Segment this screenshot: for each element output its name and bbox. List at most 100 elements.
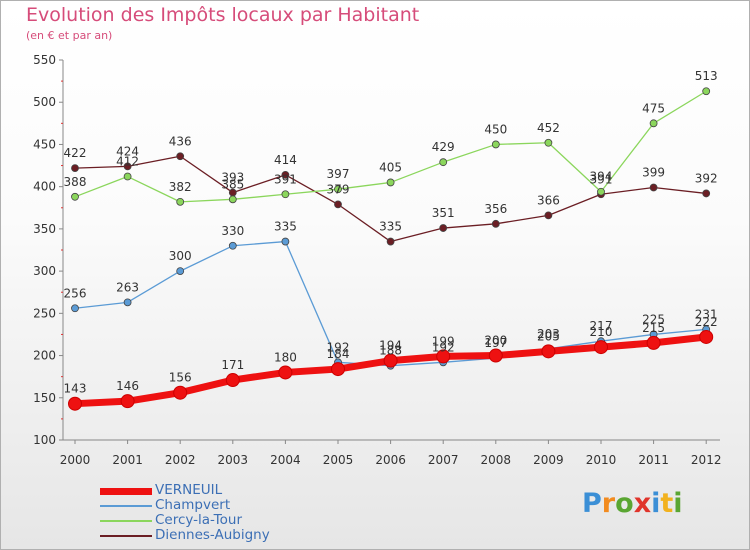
data-point [281, 170, 290, 179]
y-tick-label: 100 [33, 433, 56, 447]
data-label: 180 [274, 350, 297, 364]
legend-swatch [100, 505, 152, 507]
data-label: 450 [484, 122, 507, 136]
data-point [331, 362, 345, 377]
logo-letter: t [660, 488, 674, 519]
data-point [383, 353, 398, 368]
data-label: 379 [327, 182, 350, 196]
x-tick-label: 2000 [60, 453, 91, 467]
data-label: 366 [537, 193, 560, 207]
x-tick-label: 2009 [533, 453, 564, 467]
data-label: 513 [695, 69, 718, 83]
data-label: 452 [537, 121, 560, 135]
chart-title: Evolution des Impôts locaux par Habitant [26, 4, 420, 26]
data-label: 146 [116, 379, 139, 393]
x-tick-label: 2003 [218, 453, 249, 467]
data-label: 392 [695, 171, 718, 185]
data-point [176, 197, 185, 206]
data-point [491, 219, 500, 228]
data-point [334, 185, 342, 194]
data-label: 436 [169, 134, 192, 148]
data-label: 397 [327, 167, 350, 181]
legend-label: VERNEUIL [155, 482, 223, 498]
logo-letter: i [651, 488, 661, 519]
data-label: 335 [379, 220, 402, 234]
data-point [439, 158, 448, 167]
y-tick-label: 450 [33, 137, 56, 151]
data-label: 335 [274, 220, 297, 234]
data-label: 192 [432, 340, 455, 354]
data-point [228, 241, 237, 250]
data-label: 391 [274, 172, 297, 186]
data-point [68, 396, 82, 411]
data-point [597, 187, 605, 196]
data-point [228, 195, 237, 204]
data-label: 424 [116, 144, 139, 158]
chart-axes: 100 150 200 250 300 350 400 450 500 550 2000 2001 20… [33, 53, 721, 467]
data-label: 192 [327, 340, 350, 354]
data-label: 391 [590, 172, 613, 186]
logo-letter: P [582, 488, 602, 519]
data-label: 184 [327, 347, 350, 361]
data-label: 199 [432, 334, 455, 348]
data-point [544, 211, 553, 220]
data-label: 256 [64, 286, 87, 300]
x-tick-label: 2012 [691, 453, 722, 467]
data-label: 194 [379, 339, 402, 353]
data-label: 200 [484, 334, 507, 348]
data-point [176, 267, 185, 276]
y-tick-label: 250 [33, 306, 56, 320]
chart-subtitle: (en € et par an) [26, 29, 113, 42]
data-label: 429 [432, 140, 455, 154]
data-point [71, 192, 79, 201]
data-point [123, 162, 132, 171]
x-tick-label: 2010 [586, 453, 617, 467]
logo-letter: i [673, 488, 683, 519]
data-point [173, 385, 188, 400]
data-point [123, 298, 132, 307]
data-point [120, 394, 135, 409]
x-tick-label: 2006 [375, 453, 406, 467]
data-label: 330 [221, 224, 244, 238]
data-label: 156 [169, 371, 192, 385]
y-tick-label: 550 [33, 53, 56, 67]
data-point [281, 190, 290, 199]
data-label: 215 [642, 321, 665, 335]
data-label: 205 [537, 329, 560, 343]
data-point [71, 164, 79, 172]
logo-letter: r [601, 488, 616, 519]
legend-label: Champvert [155, 497, 231, 513]
data-label: 231 [695, 307, 718, 321]
data-point [699, 329, 714, 344]
data-label: 382 [169, 180, 192, 194]
data-point [488, 348, 503, 363]
proxiti-logo: Proxiti [582, 488, 683, 519]
logo-letter: x [633, 488, 652, 519]
data-label: 188 [379, 344, 402, 358]
x-tick-label: 2008 [481, 453, 512, 467]
data-point [649, 183, 658, 192]
data-label: 475 [642, 101, 665, 115]
data-label: 385 [221, 177, 244, 191]
data-label: 405 [379, 160, 402, 174]
data-point [176, 152, 185, 161]
data-label: 356 [484, 202, 507, 216]
data-label: 217 [590, 319, 613, 333]
data-point [646, 335, 661, 350]
data-label: 300 [169, 249, 192, 263]
y-tick-label: 150 [33, 391, 56, 405]
legend-swatch [100, 535, 152, 537]
data-label: 225 [642, 312, 665, 326]
data-label: 412 [116, 155, 139, 169]
series-lines [68, 87, 714, 411]
legend-swatch [100, 520, 152, 522]
data-label: 388 [64, 175, 87, 189]
legend-label: Cercy-la-Tour [155, 512, 243, 528]
data-point [225, 373, 240, 388]
x-tick-label: 2002 [165, 453, 196, 467]
data-label: 263 [116, 280, 139, 294]
data-label: 422 [64, 146, 87, 160]
data-label: 210 [590, 325, 613, 339]
